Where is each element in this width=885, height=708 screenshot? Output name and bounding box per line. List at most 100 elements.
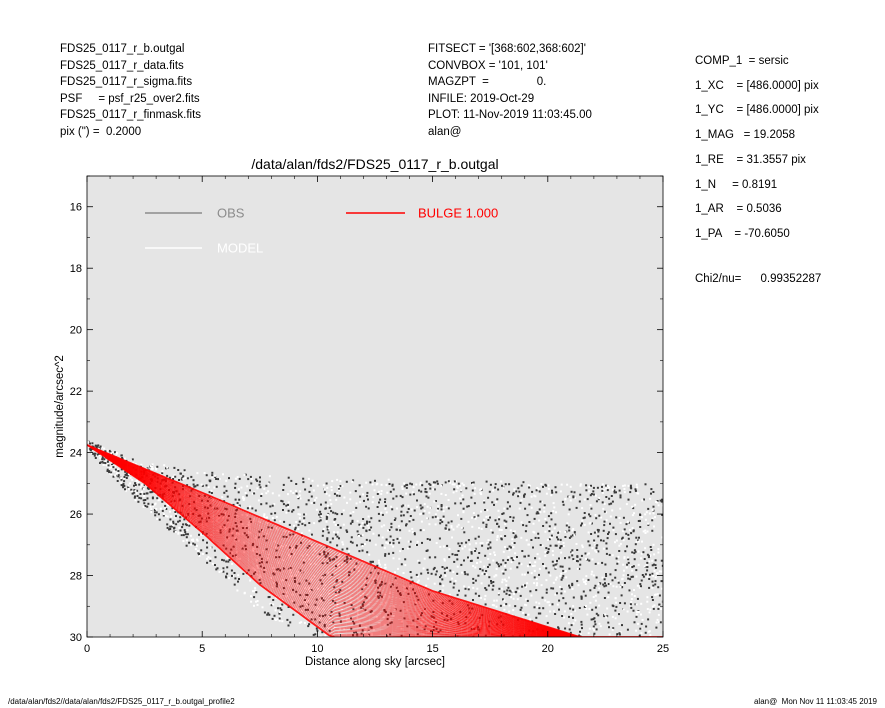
obs-point [225,575,227,578]
obs-point [136,495,139,497]
obs-point [341,485,344,488]
obs-point [331,599,334,602]
obs-point [434,569,437,572]
obs-point [618,544,621,547]
obs-point [404,564,407,567]
obs-point [651,519,654,522]
obs-point [411,491,414,494]
obs-point [660,570,663,573]
obs-point [225,489,228,492]
obs-point [522,612,525,614]
obs-point [591,570,594,573]
obs-point [294,489,297,492]
obs-point [520,484,523,487]
obs-point [333,521,336,524]
obs-point [289,567,292,569]
obs-point [629,603,632,606]
obs-point [458,545,461,547]
obs-point [511,542,514,545]
obs-point [237,539,240,542]
obs-point [541,501,543,503]
obs-point [626,563,629,566]
obs-point [206,561,209,564]
obs-point [559,545,562,548]
obs-point [565,576,568,579]
obs-point [296,570,299,573]
header-component-params: COMP_1 = sersic 1_XC = [486.0000] pix 1_YC… [695,49,819,247]
obs-point [351,541,354,544]
obs-point [219,501,222,504]
obs-point [443,558,446,561]
obs-point [234,512,237,515]
obs-point [633,589,635,591]
obs-point [418,613,421,616]
obs-point [211,471,214,474]
obs-point [459,497,461,500]
obs-point [256,603,259,606]
obs-point [376,493,379,495]
obs-point [275,515,278,518]
obs-point [503,599,506,602]
obs-point [333,626,336,629]
obs-point [576,580,579,583]
obs-point [627,574,630,577]
obs-point [385,484,388,487]
obs-point [217,478,220,481]
obs-point [505,603,508,606]
obs-point [602,507,605,510]
obs-point [252,590,254,593]
obs-point [481,544,484,547]
obs-point [474,537,477,540]
obs-point [601,485,603,488]
obs-point [520,499,523,502]
obs-point [576,560,578,562]
obs-point [550,512,553,515]
obs-point [408,529,411,532]
obs-point [572,605,575,608]
x-tick-label: 25 [657,643,669,655]
obs-point [121,457,124,459]
obs-point [556,536,558,539]
obs-point [425,491,428,494]
obs-point [380,511,383,514]
obs-point [336,579,339,582]
obs-point [310,495,313,498]
obs-point [579,493,582,496]
obs-point [257,536,260,539]
obs-point [561,565,564,568]
obs-point [566,483,569,486]
obs-point [405,524,407,527]
obs-point [356,530,359,533]
obs-point [462,510,465,513]
obs-point [572,596,575,599]
obs-point [525,604,528,607]
obs-point [520,536,523,539]
obs-point [614,597,617,600]
obs-point [487,543,490,546]
obs-point [232,503,235,506]
obs-point [316,484,319,487]
obs-point [534,557,537,560]
obs-point [105,464,108,466]
obs-point [349,601,352,604]
obs-point [365,610,368,613]
obs-point [173,466,176,469]
obs-point [433,500,436,503]
obs-point [346,561,349,564]
obs-point [635,575,638,578]
obs-point [573,534,576,537]
obs-point [182,475,185,478]
obs-point [234,482,237,485]
obs-point [389,633,392,636]
obs-point [618,517,621,519]
obs-point [183,529,186,532]
obs-point [186,477,189,480]
obs-point [372,612,375,615]
obs-point [360,485,363,488]
obs-point [186,533,189,536]
obs-point [591,558,594,561]
obs-point [554,486,557,489]
obs-point [587,632,590,635]
obs-point [409,515,412,517]
